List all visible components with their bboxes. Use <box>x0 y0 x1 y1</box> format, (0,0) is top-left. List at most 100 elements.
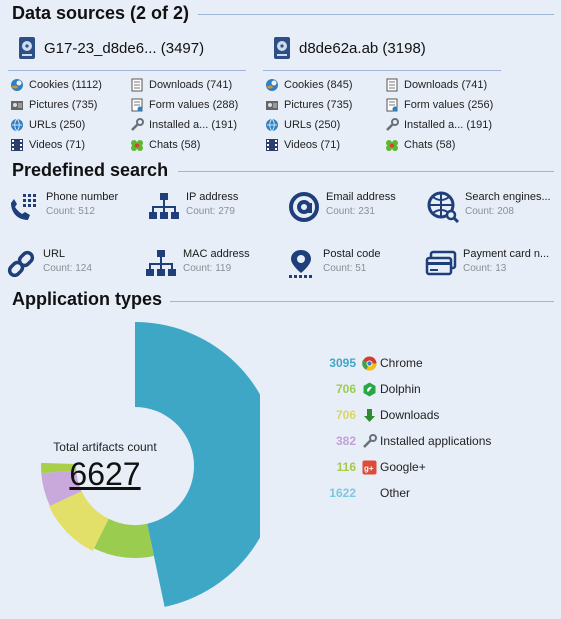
search-tile-url[interactable]: URL Count: 124 <box>5 248 143 280</box>
downloads-icon <box>386 78 398 92</box>
legend-row-downloads[interactable]: 706 Downloads <box>312 407 439 423</box>
search-tile-name: IP address <box>186 191 239 203</box>
credit-card-icon <box>425 250 457 276</box>
legend-row-installed-applications[interactable]: 382 Installed applications <box>312 433 491 449</box>
legend-label: Other <box>380 486 411 500</box>
data-source-item-chats[interactable]: Chats (58) <box>385 137 455 153</box>
dolphin-icon <box>363 382 376 396</box>
data-sources-divider <box>198 14 554 15</box>
predefined-search-title: Predefined search <box>12 160 169 180</box>
data-source-item-cookies[interactable]: Cookies (845) <box>265 77 352 93</box>
legend-label: Dolphin <box>380 382 421 396</box>
search-tile-name: Email address <box>326 191 396 203</box>
search-tile-count: Count: 13 <box>463 263 507 274</box>
search-tile-email-address[interactable]: Email address Count: 231 <box>288 191 426 223</box>
form-values-icon <box>386 98 398 112</box>
installed-apps-icon <box>386 118 399 131</box>
data-source-name: d8de62a.ab (3198) <box>299 39 426 57</box>
data-source-header-1[interactable]: G17-23_d8de6... (3497) <box>18 36 204 60</box>
data-source-item-installed-apps[interactable]: Installed a... (191) <box>385 117 492 133</box>
legend-label: Downloads <box>380 408 440 422</box>
videos-icon <box>11 139 23 151</box>
search-tile-name: Search engines... <box>465 191 551 203</box>
search-tile-count: Count: 208 <box>465 206 514 217</box>
data-source-item-videos[interactable]: Videos (71) <box>265 137 340 153</box>
downloads-icon <box>131 78 143 92</box>
hard-drive-icon <box>274 37 290 59</box>
legend-label: Installed applications <box>380 434 492 448</box>
data-source-item-form-values[interactable]: Form values (256) <box>385 97 493 113</box>
search-tile-count: Count: 51 <box>323 263 367 274</box>
search-tile-count: Count: 512 <box>46 206 95 217</box>
total-artifacts-count[interactable]: 6627 <box>69 456 141 492</box>
legend-value: 1622 <box>329 486 356 500</box>
data-source-item-urls[interactable]: URLs (250) <box>265 117 340 133</box>
data-source-item-chats[interactable]: Chats (58) <box>130 137 200 153</box>
network-icon <box>149 193 179 219</box>
data-sources-title: Data sources (2 of 2) <box>12 3 190 23</box>
chrome-icon <box>362 356 377 371</box>
data-source-item-downloads[interactable]: Downloads (741) <box>385 77 487 93</box>
data-source-item-urls[interactable]: URLs (250) <box>10 117 85 133</box>
download-arrow-icon <box>364 408 375 422</box>
cookies-icon <box>266 79 278 91</box>
globe-search-icon <box>427 191 459 223</box>
blank-icon <box>362 486 377 501</box>
search-tile-name: MAC address <box>183 248 250 260</box>
urls-icon <box>11 118 23 132</box>
search-tile-name: Phone number <box>46 191 119 203</box>
donut-slice-installed-applications[interactable] <box>41 470 82 506</box>
data-source-item-form-values[interactable]: Form values (288) <box>130 97 238 113</box>
donut-slice-dolphin[interactable] <box>93 518 154 558</box>
network-icon <box>146 250 176 276</box>
data-source-item-cookies[interactable]: Cookies (1112) <box>10 77 102 93</box>
search-tile-count: Count: 119 <box>183 263 232 274</box>
legend-value: 382 <box>335 434 356 448</box>
search-tile-postal-code[interactable]: Postal code Count: 51 <box>285 248 423 280</box>
legend-row-dolphin[interactable]: 706 Dolphin <box>312 381 421 397</box>
data-source-header-2[interactable]: d8de62a.ab (3198) <box>273 36 426 60</box>
donut-slice-chrome[interactable] <box>135 322 260 607</box>
donut-slice-downloads[interactable] <box>49 491 109 552</box>
link-icon <box>7 250 35 278</box>
data-source-name: G17-23_d8de6... (3497) <box>44 39 205 57</box>
legend-label: Chrome <box>380 356 423 370</box>
legend-row-chrome[interactable]: 3095 Chrome <box>312 355 423 371</box>
phone-icon <box>11 194 36 220</box>
chats-icon <box>386 140 398 151</box>
data-source-item-pictures[interactable]: Pictures (735) <box>10 97 97 113</box>
predefined-search-divider <box>178 171 554 172</box>
at-sign-icon <box>289 192 319 222</box>
data-source-item-downloads[interactable]: Downloads (741) <box>130 77 232 93</box>
search-tile-payment-card[interactable]: Payment card n... Count: 13 <box>425 248 561 280</box>
legend-value: 706 <box>335 408 356 422</box>
legend-value: 3095 <box>329 356 356 370</box>
search-tile-name: Payment card n... <box>463 248 550 260</box>
legend-row-google-plus[interactable]: 116 g+ Google+ <box>312 459 426 475</box>
legend-row-other[interactable]: 1622 Other <box>312 485 410 501</box>
pictures-icon <box>11 101 23 110</box>
data-source-item-pictures[interactable]: Pictures (735) <box>265 97 352 113</box>
google-plus-icon: g+ <box>362 460 377 474</box>
search-tile-ip-address[interactable]: IP address Count: 279 <box>148 191 286 223</box>
urls-icon <box>266 118 278 132</box>
search-tile-name: URL <box>43 248 66 260</box>
data-source-item-installed-apps[interactable]: Installed a... (191) <box>130 117 237 133</box>
search-tile-name: Postal code <box>323 248 381 260</box>
data-source-underline <box>263 70 501 71</box>
pictures-icon <box>266 101 278 110</box>
application-types-divider <box>170 301 554 302</box>
search-tile-mac-address[interactable]: MAC address Count: 119 <box>145 248 283 280</box>
data-source-item-videos[interactable]: Videos (71) <box>10 137 85 153</box>
search-tile-phone-number[interactable]: Phone number Count: 512 <box>8 191 146 223</box>
application-types-donut-chart <box>41 322 260 607</box>
donut-slice-google[interactable] <box>41 462 77 474</box>
form-values-icon <box>131 98 143 112</box>
legend-label: Google+ <box>380 460 426 474</box>
total-artifacts-label: Total artifacts count <box>53 440 157 454</box>
wrench-icon <box>363 433 377 448</box>
search-tile-search-engines[interactable]: Search engines... Count: 208 <box>427 191 561 223</box>
cookies-icon <box>11 79 23 91</box>
legend-value: 706 <box>335 382 356 396</box>
installed-apps-icon <box>131 118 144 131</box>
